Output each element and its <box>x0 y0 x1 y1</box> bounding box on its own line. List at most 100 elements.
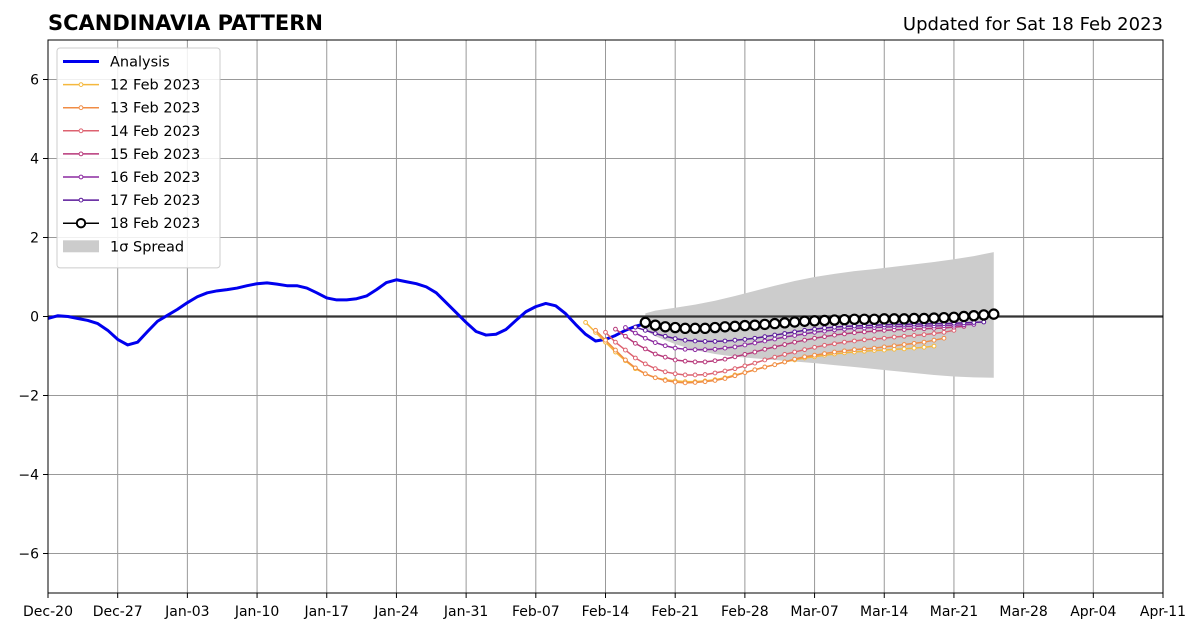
series-3-point-10 <box>702 372 708 377</box>
series-5-point-4 <box>662 343 668 349</box>
series-3-point-28 <box>881 335 887 341</box>
legend-entry-4: 15 Feb 2023 <box>63 147 200 163</box>
series-latest-point-22 <box>858 313 871 325</box>
x-tick-label-2: Jan-03 <box>164 604 209 620</box>
series-4-point-12 <box>732 354 738 360</box>
series-2-point-30 <box>891 343 897 349</box>
series-6-point-0 <box>632 324 638 330</box>
legend-entry-5: 16 Feb 2023 <box>63 170 200 186</box>
y-tick-label-4: 2 <box>30 231 39 247</box>
x-tick-label-8: Feb-14 <box>582 604 630 620</box>
x-tick-label-3: Jan-10 <box>234 604 279 620</box>
series-2-point-0 <box>593 327 598 333</box>
series-6-point-17 <box>802 327 808 333</box>
series-latest-point-1 <box>649 319 661 331</box>
series-4-point-18 <box>792 339 798 345</box>
series-3-point-15 <box>752 360 758 366</box>
series-2-point-17 <box>762 364 768 370</box>
series-latest-point-15 <box>788 316 801 328</box>
series-2-point-7 <box>662 378 668 383</box>
legend-marker-7 <box>75 218 87 229</box>
series-3-point-21 <box>812 344 817 350</box>
series-latest-point-26 <box>898 313 910 325</box>
series-6-point-3 <box>662 333 668 339</box>
series-4-point-20 <box>812 335 817 341</box>
series-5-point-0 <box>623 325 628 330</box>
series-5-point-14 <box>762 338 768 344</box>
series-3-point-6 <box>662 369 668 375</box>
x-tick-label-4: Jan-17 <box>304 604 349 620</box>
series-latest-point-8 <box>719 321 731 333</box>
series-2-point-3 <box>623 357 628 363</box>
series-3-point-18 <box>782 352 788 357</box>
series-4-point-7 <box>682 358 688 364</box>
series-2-point-18 <box>772 362 778 368</box>
series-2-point-6 <box>652 375 658 381</box>
series-3-point-7 <box>672 371 678 377</box>
series-2-point-11 <box>702 379 708 385</box>
series-6-point-2 <box>652 331 658 336</box>
series-4-point-25 <box>861 329 867 335</box>
series-3-point-0 <box>603 329 608 335</box>
series-3-point-29 <box>891 334 897 340</box>
series-5-point-3 <box>652 340 658 345</box>
x-tick-label-6: Jan-31 <box>443 604 488 620</box>
series-4-point-6 <box>672 357 678 363</box>
series-4-point-5 <box>662 354 668 360</box>
series-latest-point-0 <box>639 316 652 329</box>
y-tick-label-0: −6 <box>18 547 39 563</box>
series-5-point-10 <box>722 345 728 351</box>
series-2-point-32 <box>911 340 917 346</box>
series-3-point-16 <box>762 357 768 363</box>
series-latest-point-5 <box>689 322 701 335</box>
legend-label-2: 13 Feb 2023 <box>110 101 200 117</box>
series-3-point-30 <box>901 333 907 339</box>
legend-marker-5 <box>78 174 84 180</box>
series-3-point-4 <box>642 361 648 367</box>
series-5-point-5 <box>672 345 678 351</box>
series-6-point-4 <box>672 336 678 342</box>
series-6-point-12 <box>752 335 758 341</box>
series-3-point-17 <box>772 354 778 360</box>
legend-label-8: 1σ Spread <box>110 239 184 255</box>
series-2-point-4 <box>632 365 638 371</box>
series-3-point-3 <box>632 355 638 361</box>
series-4-point-2 <box>632 340 638 346</box>
series-4-point-15 <box>762 346 768 352</box>
series-2-point-25 <box>842 348 847 354</box>
series-6-point-9 <box>722 338 728 344</box>
series-2-point-1 <box>603 337 608 343</box>
series-2-point-15 <box>742 370 748 375</box>
series-3-point-27 <box>871 336 877 342</box>
series-2-point-34 <box>931 337 937 343</box>
legend-swatch-8 <box>63 240 99 253</box>
series-2-point-21 <box>802 354 808 360</box>
series-4-point-19 <box>802 337 808 343</box>
series-latest-point-4 <box>679 322 691 335</box>
series-latest-point-29 <box>928 312 940 324</box>
series-3-point-12 <box>722 368 728 374</box>
series-1-point-35 <box>931 343 937 349</box>
legend-entry-6: 17 Feb 2023 <box>63 193 200 209</box>
chart-subtitle: Updated for Sat 18 Feb 2023 <box>903 14 1163 35</box>
series-5-point-6 <box>682 346 688 352</box>
series-3-point-20 <box>802 347 808 353</box>
series-2-point-5 <box>642 371 648 377</box>
legend-label-4: 15 Feb 2023 <box>110 147 200 163</box>
y-tick-label-1: −4 <box>18 468 39 484</box>
series-latest-point-35 <box>988 308 1000 320</box>
series-6-point-8 <box>712 338 718 344</box>
series-latest-point-31 <box>948 311 960 323</box>
x-axis: Dec-20 Dec-27 Jan-03 Jan-10 Jan-17 Jan-24 Jan-… <box>23 593 1186 620</box>
series-latest-point-12 <box>759 318 771 331</box>
series-4-point-0 <box>613 326 618 332</box>
series-5-point-7 <box>692 347 698 353</box>
series-1-point-33 <box>911 345 917 351</box>
legend-entry-2: 13 Feb 2023 <box>63 101 200 117</box>
x-tick-label-15: Apr-04 <box>1070 604 1116 620</box>
x-tick-label-7: Feb-07 <box>512 604 560 620</box>
series-3-point-33 <box>931 331 937 336</box>
x-tick-label-16: Apr-11 <box>1140 604 1186 620</box>
series-2-point-19 <box>782 359 788 365</box>
x-tick-label-5: Jan-24 <box>373 604 419 620</box>
